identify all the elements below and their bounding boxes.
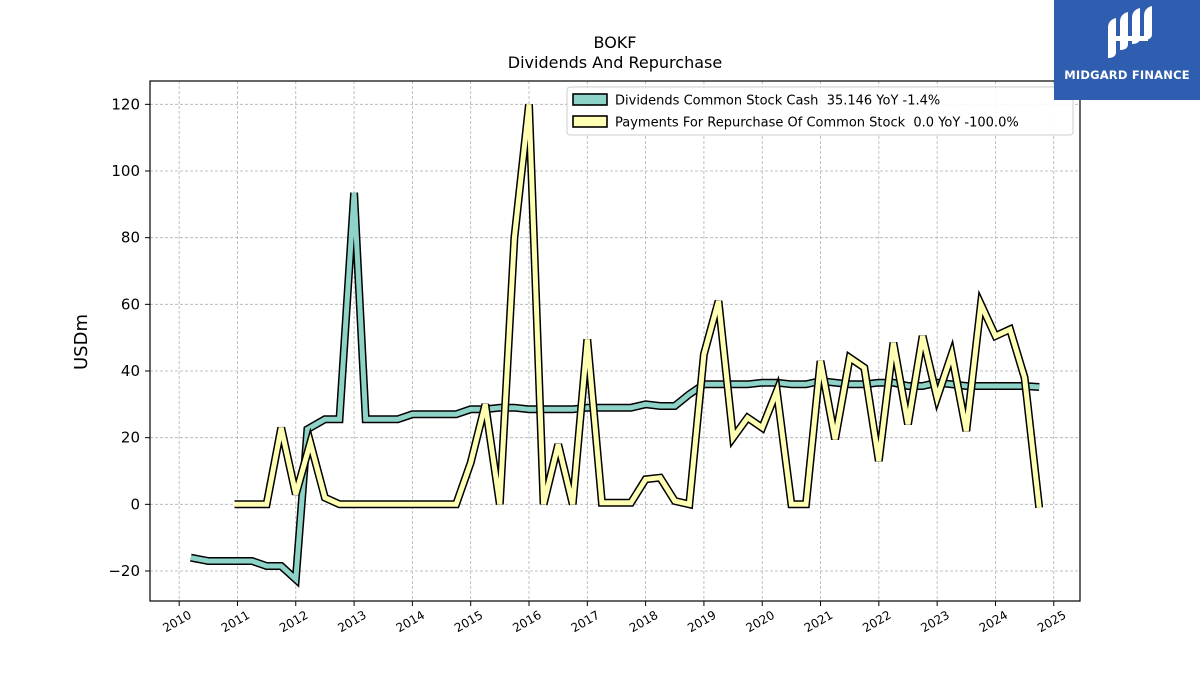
x-axis-ticks: 2010 2011 2012 2013 2014 2015 2016 2017 2018 2019… — [160, 601, 1068, 635]
brand-logo: MIDGARD FINANCE — [1054, 0, 1200, 100]
legend-swatch-repurchase — [572, 115, 608, 128]
series-line-1 — [234, 104, 1042, 508]
legend: Dividends Common Stock Cash 35.146 YoY -… — [566, 86, 1074, 136]
x-tick-label: 2016 — [510, 608, 543, 635]
y-tick-label: 120 — [111, 95, 140, 113]
legend-label-dividends: Dividends Common Stock Cash 35.146 YoY -… — [615, 94, 940, 109]
logo-mark-icon — [1108, 6, 1152, 58]
x-tick-label: 2020 — [743, 608, 776, 635]
x-tick-label: 2025 — [1035, 608, 1068, 635]
plot-frame — [149, 80, 1081, 602]
x-tick-label: 2023 — [918, 608, 951, 635]
y-axis-ticks: −20 0 20 40 60 80 100 120 — [108, 95, 150, 580]
chart-title: BOKF — [594, 33, 637, 52]
legend-swatch-dividends — [572, 93, 608, 106]
x-tick-label: 2021 — [802, 608, 835, 635]
y-tick-label: 100 — [111, 162, 140, 180]
chart-subtitle: Dividends And Repurchase — [508, 53, 722, 72]
x-tick-label: 2013 — [335, 608, 368, 635]
grid-lines — [150, 81, 1080, 601]
x-tick-label: 2017 — [569, 608, 602, 635]
x-tick-label: 2024 — [977, 608, 1010, 635]
y-tick-label: 0 — [130, 495, 140, 513]
series-outline-1 — [234, 103, 1044, 510]
legend-label-repurchase: Payments For Repurchase Of Common Stock … — [615, 116, 1019, 131]
series-lines — [190, 103, 1044, 588]
x-tick-label: 2019 — [685, 608, 718, 635]
x-tick-label: 2014 — [394, 608, 427, 635]
y-axis-label: USDm — [71, 314, 92, 370]
x-tick-label: 2018 — [627, 608, 660, 635]
logo-text: MIDGARD FINANCE — [1064, 68, 1190, 82]
y-tick-label: 20 — [121, 429, 140, 447]
x-tick-label: 2015 — [452, 608, 485, 635]
x-tick-label: 2010 — [160, 608, 193, 635]
x-tick-label: 2022 — [860, 608, 893, 635]
x-tick-label: 2011 — [219, 608, 252, 635]
y-tick-label: 60 — [121, 295, 140, 313]
x-tick-label: 2012 — [277, 608, 310, 635]
y-tick-label: 40 — [121, 362, 140, 380]
y-tick-label: −20 — [108, 562, 140, 580]
legend-box — [566, 86, 1074, 136]
y-tick-label: 80 — [121, 229, 140, 247]
